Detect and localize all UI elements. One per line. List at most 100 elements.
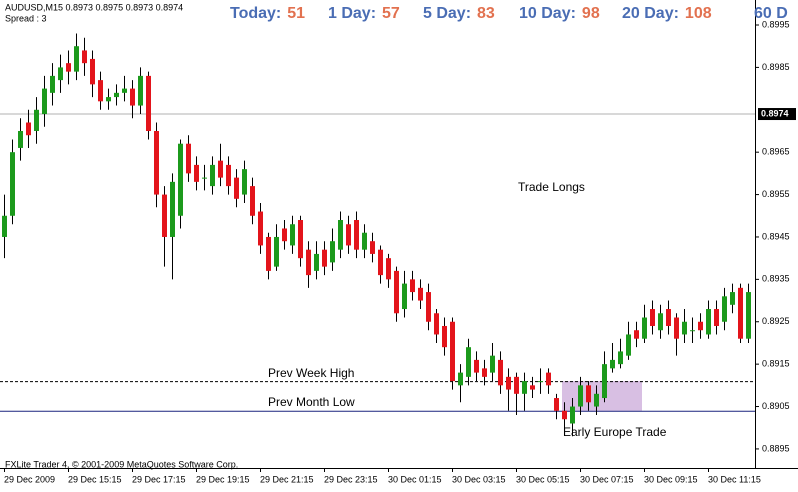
- annotation: Trade Longs: [518, 180, 585, 194]
- current-price-label: 0.8974: [761, 108, 789, 118]
- candle-body: [290, 224, 295, 246]
- candle-body: [522, 381, 527, 394]
- y-tick-label: 0.8895: [762, 443, 790, 453]
- candle-body: [690, 330, 695, 332]
- candle-body: [490, 355, 495, 373]
- candle-body: [34, 109, 39, 131]
- candle-body: [394, 270, 399, 314]
- candle-body: [178, 143, 183, 216]
- candle-body: [634, 330, 639, 339]
- stat-value: 98: [582, 5, 600, 22]
- candle-body: [98, 80, 103, 102]
- x-tick-label: 29 Dec 2009: [4, 474, 55, 484]
- candle-body: [298, 220, 303, 259]
- candle-body: [194, 164, 199, 182]
- candle-body: [730, 292, 735, 305]
- stat-value: 57: [382, 5, 400, 22]
- candle-body: [362, 232, 367, 250]
- candle-body: [714, 309, 719, 326]
- candle-body: [666, 309, 671, 326]
- candle-body: [58, 67, 63, 81]
- candle-body: [578, 385, 583, 407]
- candle-body: [410, 279, 415, 293]
- y-tick-label: 0.8965: [762, 147, 790, 157]
- x-tick-label: 29 Dec 19:15: [196, 474, 250, 484]
- candle-body: [242, 169, 247, 195]
- candle-body: [2, 215, 7, 237]
- candle-body: [706, 309, 711, 335]
- candle-body: [146, 75, 151, 131]
- x-tick-label: 29 Dec 21:15: [260, 474, 314, 484]
- level-label: Prev Month Low: [268, 395, 355, 409]
- candle-body: [42, 88, 47, 115]
- candle-body: [450, 321, 455, 382]
- candle-body: [570, 406, 575, 424]
- candle-body: [106, 97, 111, 102]
- x-tick-label: 30 Dec 07:15: [580, 474, 634, 484]
- y-tick-label: 0.8995: [762, 19, 790, 29]
- stat-label: 10 Day:: [519, 5, 576, 22]
- current-price-box: [758, 108, 796, 121]
- candle-body: [618, 351, 623, 365]
- stat-label: 5 Day:: [423, 5, 471, 22]
- candle-body: [498, 359, 503, 386]
- candle-body: [658, 313, 663, 331]
- stat-label: Today:: [230, 5, 281, 22]
- plot-area: [0, 33, 755, 437]
- candle-body: [602, 364, 607, 399]
- candle-body: [474, 359, 479, 373]
- candle-body: [266, 236, 271, 271]
- candle-body: [114, 92, 119, 98]
- y-tick-label: 0.8925: [762, 316, 790, 326]
- candle-body: [18, 130, 23, 148]
- x-tick-label: 30 Dec 11:15: [708, 474, 761, 484]
- candle-body: [610, 359, 615, 369]
- footer: FXLite Trader 4, © 2001-2009 MetaQuotes …: [5, 459, 238, 469]
- stat-label: 20 Day:: [622, 5, 679, 22]
- candle-body: [306, 249, 311, 276]
- candle-body: [210, 164, 215, 187]
- spread: Spread : 3: [5, 13, 47, 23]
- candle-body: [738, 287, 743, 339]
- candle-body: [530, 385, 535, 390]
- candle-body: [274, 236, 279, 267]
- candle-body: [234, 177, 239, 199]
- candle-body: [554, 398, 559, 411]
- candle-body: [170, 181, 175, 237]
- candle-body: [426, 292, 431, 322]
- candle-body: [586, 385, 591, 403]
- candle-body: [226, 164, 231, 187]
- candle-body: [378, 249, 383, 276]
- candle-body: [130, 88, 135, 106]
- candle-body: [354, 220, 359, 250]
- candle-body: [698, 321, 703, 331]
- candle-body: [370, 241, 375, 254]
- candle-body: [50, 75, 55, 93]
- x-tick-label: 29 Dec 23:15: [324, 474, 378, 484]
- candle-body: [418, 287, 423, 301]
- level-label: Prev Week High: [268, 366, 354, 380]
- candle-body: [90, 58, 95, 85]
- x-tick-label: 29 Dec 15:15: [68, 474, 122, 484]
- stat-label: 60 D: [754, 5, 788, 22]
- x-tick-label: 30 Dec 01:15: [388, 474, 442, 484]
- candle-body: [330, 241, 335, 263]
- y-tick-label: 0.8985: [762, 62, 790, 72]
- candle-body: [202, 177, 207, 179]
- x-tick-label: 30 Dec 05:15: [516, 474, 570, 484]
- x-tick-label: 29 Dec 17:15: [132, 474, 186, 484]
- candle-body: [66, 63, 71, 72]
- candle-body: [26, 122, 31, 136]
- candle-body: [722, 296, 727, 322]
- candle-body: [466, 347, 471, 377]
- candle-body: [162, 194, 167, 237]
- y-tick-label: 0.8905: [762, 401, 790, 411]
- candle-body: [434, 313, 439, 335]
- y-tick-label: 0.8935: [762, 274, 790, 284]
- candle-body: [386, 258, 391, 280]
- candle-body: [122, 88, 127, 93]
- candle-body: [442, 325, 447, 348]
- candle-body: [626, 334, 631, 356]
